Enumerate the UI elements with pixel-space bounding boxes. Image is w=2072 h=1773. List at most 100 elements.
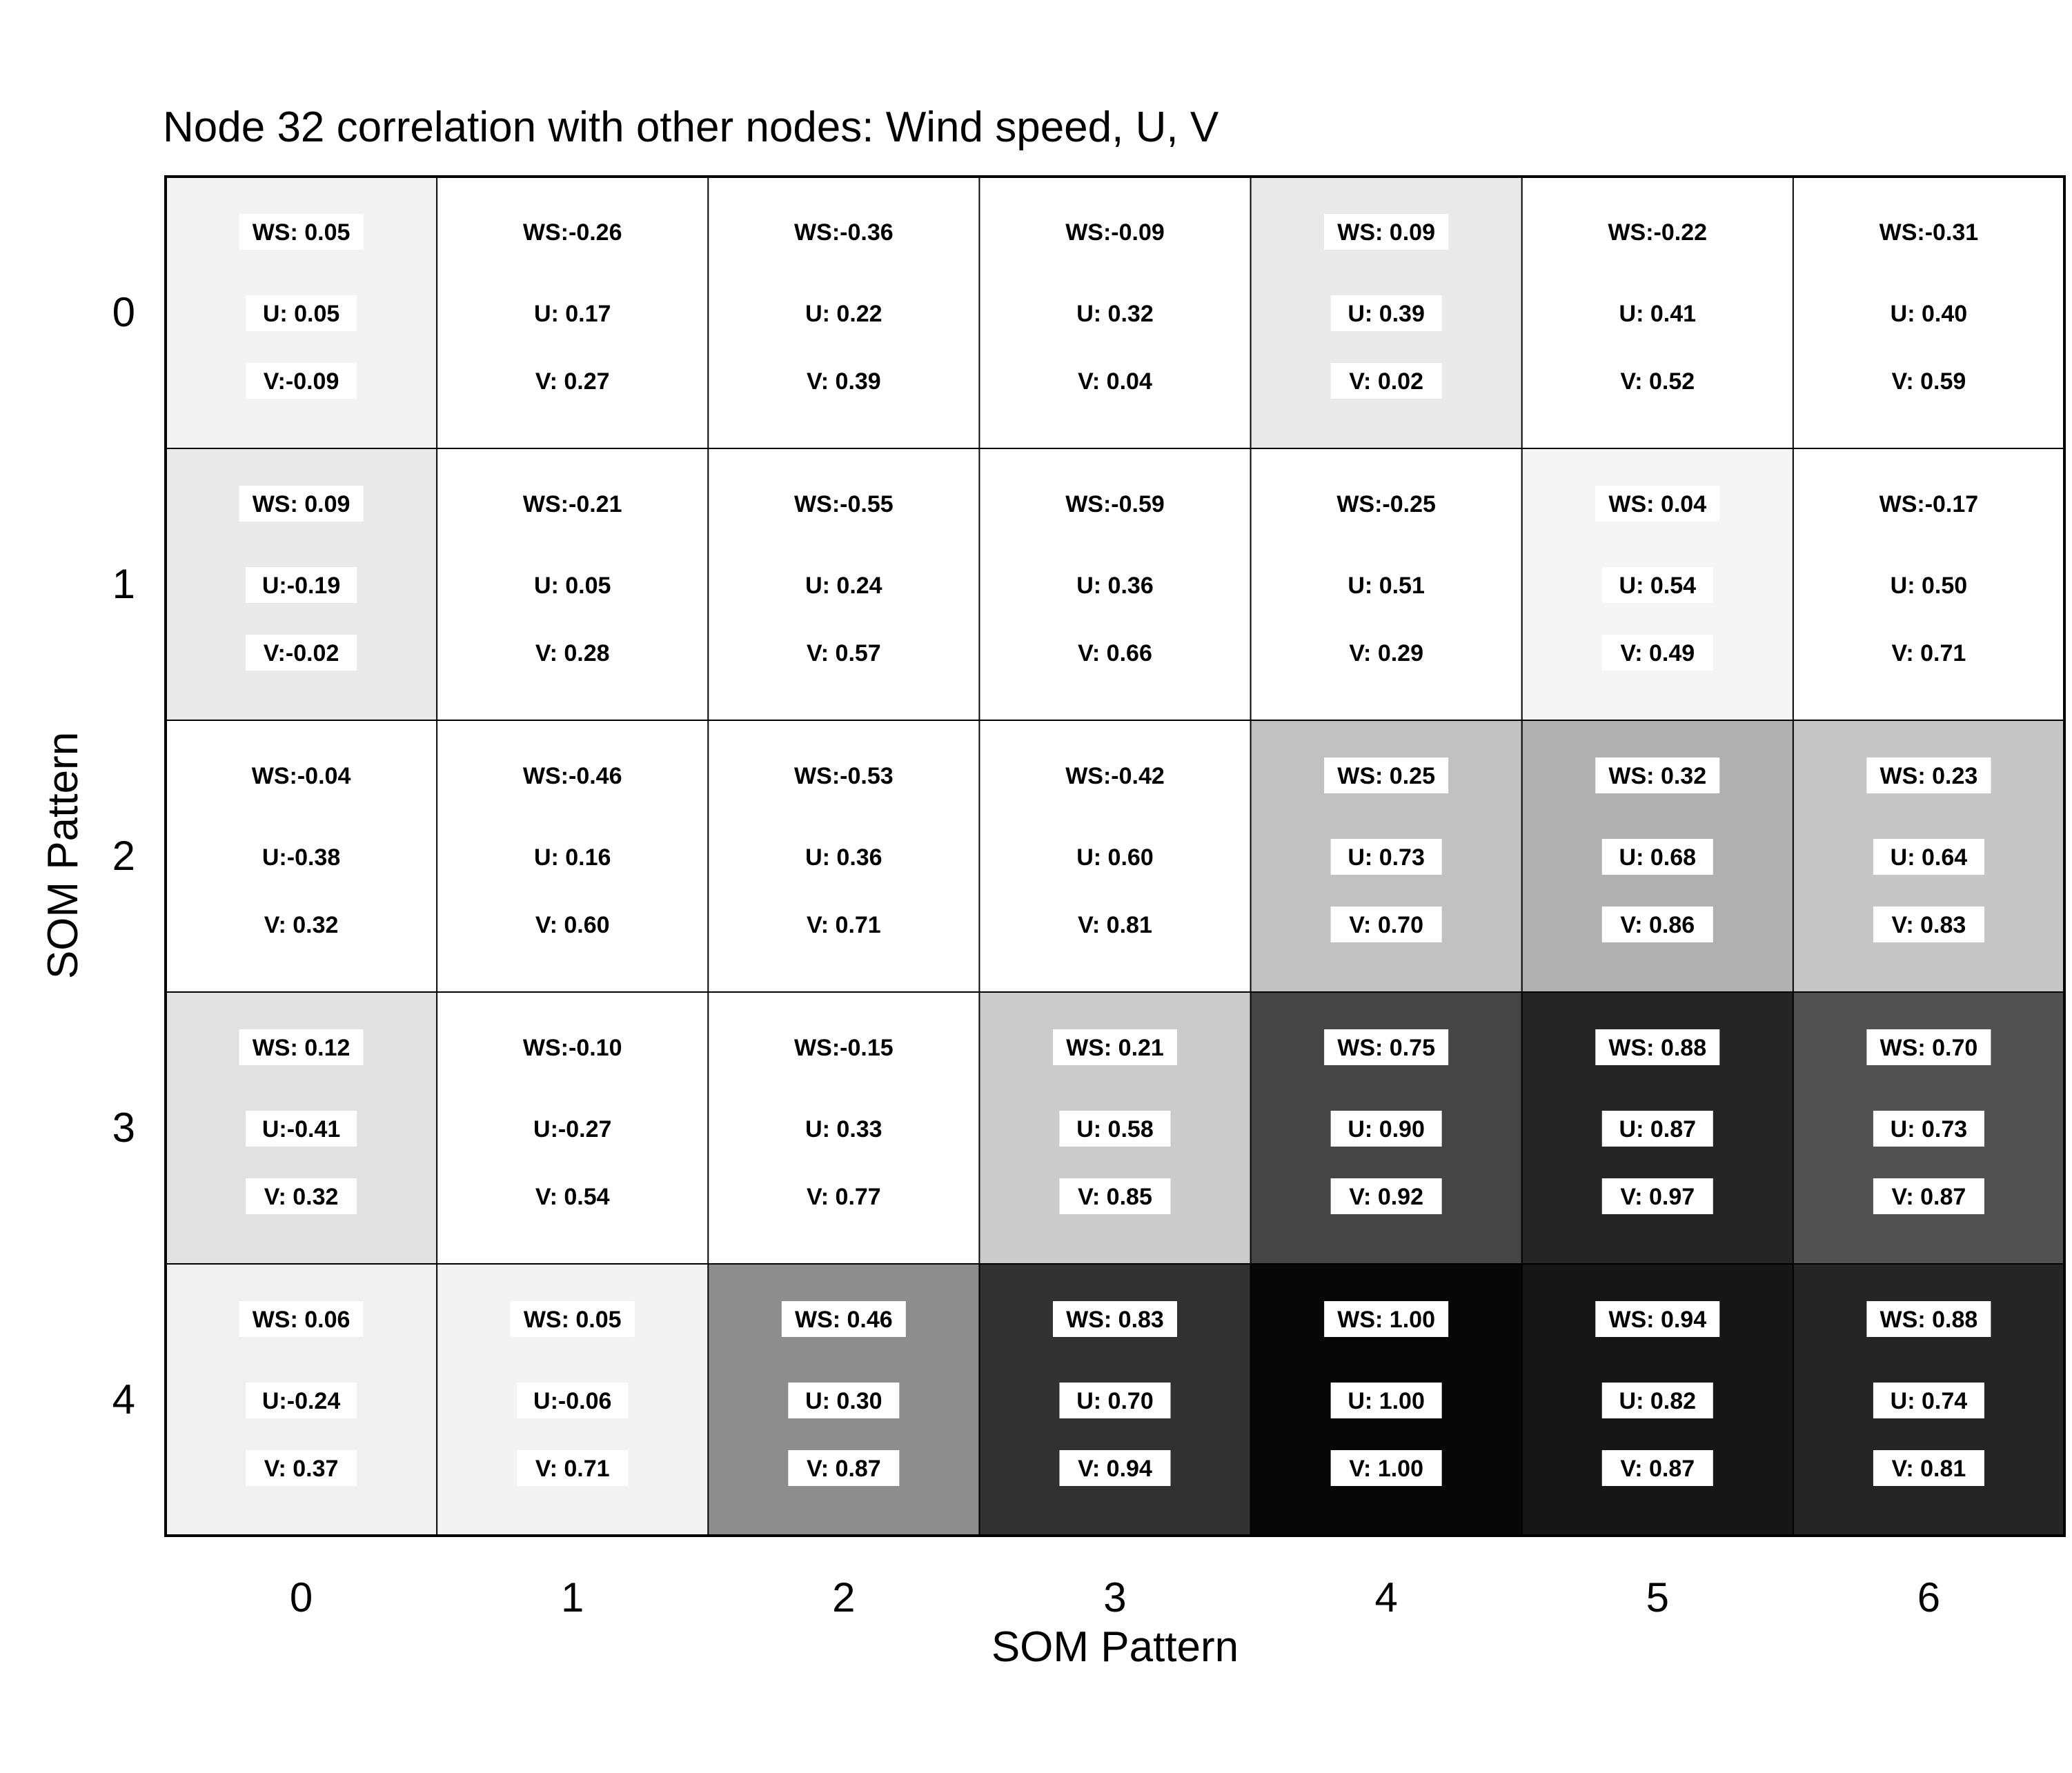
cell-label-ws-r0-c2: WS:-0.36 — [794, 219, 894, 246]
cell-label-u-r1-c2: U: 0.24 — [805, 573, 882, 599]
cell-label-u-r4-c4: U: 1.00 — [1348, 1388, 1425, 1414]
x-tick-label: 3 — [1103, 1574, 1126, 1621]
cell-label-u-r4-c2: U: 0.30 — [805, 1388, 882, 1414]
plot-frame — [164, 175, 2066, 1537]
cell-label-v-r4-c2: V: 0.87 — [807, 1456, 881, 1482]
cell-label-u-r3-c0: U:-0.41 — [262, 1116, 340, 1142]
cell-label-box-v-r3-c0 — [246, 1178, 357, 1214]
heatmap-cell-r0-c2 — [708, 177, 980, 449]
cell-label-v-r0-c3: V: 0.04 — [1078, 368, 1152, 395]
cell-label-box-v-r3-c5 — [1601, 1178, 1713, 1214]
cell-label-v-r1-c1: V: 0.28 — [535, 640, 610, 666]
cell-label-u-r2-c1: U: 0.16 — [534, 844, 611, 871]
heatmap-cell-r0-c5 — [1521, 177, 1794, 449]
cell-label-u-r3-c3: U: 0.58 — [1076, 1116, 1154, 1142]
cell-label-u-r1-c3: U: 0.36 — [1076, 573, 1154, 599]
cell-label-v-r3-c2: V: 0.77 — [807, 1184, 881, 1210]
x-tick-label: 5 — [1646, 1574, 1669, 1621]
cell-label-box-ws-r3-c4 — [1324, 1029, 1449, 1065]
cell-label-box-v-r4-c0 — [246, 1450, 357, 1486]
cell-label-ws-r1-c2: WS:-0.55 — [794, 491, 894, 517]
cell-label-box-v-r4-c3 — [1059, 1450, 1171, 1486]
cell-label-u-r3-c1: U:-0.27 — [533, 1116, 611, 1142]
cell-label-v-r4-c6: V: 0.81 — [1892, 1456, 1966, 1482]
cell-label-u-r3-c5: U: 0.87 — [1619, 1116, 1697, 1142]
cell-label-v-r1-c6: V: 0.71 — [1892, 640, 1966, 666]
cell-label-box-ws-r2-c5 — [1595, 757, 1720, 793]
cell-label-v-r1-c2: V: 0.57 — [807, 640, 881, 666]
cell-label-box-ws-r3-c3 — [1052, 1029, 1177, 1065]
cell-label-box-ws-r4-c3 — [1052, 1301, 1177, 1337]
cell-label-box-v-r0-c0 — [246, 363, 357, 399]
cell-label-box-v-r2-c6 — [1873, 907, 1984, 942]
cell-label-box-ws-r0-c4 — [1324, 214, 1449, 250]
cell-label-v-r0-c2: V: 0.39 — [807, 368, 881, 395]
cell-label-v-r0-c0: V:-0.09 — [264, 368, 339, 395]
cell-label-box-v-r4-c5 — [1601, 1450, 1713, 1486]
cell-label-v-r1-c0: V:-0.02 — [264, 640, 339, 666]
cell-label-v-r3-c1: V: 0.54 — [535, 1184, 610, 1210]
cell-label-v-r2-c4: V: 0.70 — [1349, 912, 1423, 938]
x-axis-label: SOM Pattern — [991, 1623, 1239, 1671]
cell-label-u-r2-c6: U: 0.64 — [1891, 844, 1968, 871]
cell-label-box-u-r2-c5 — [1601, 839, 1713, 875]
heatmap-cell-r0-c1 — [437, 177, 709, 449]
heatmap-cell-r2-c0 — [166, 720, 437, 993]
cell-labels: WS: 0.05 U: 0.05 V:-0.09 WS:-0.26 U: 0.17 V: … — [239, 214, 1991, 1486]
cell-label-box-ws-r1-c5 — [1595, 486, 1720, 522]
cell-label-ws-r4-c0: WS: 0.06 — [253, 1307, 351, 1333]
cell-label-box-v-r2-c4 — [1330, 907, 1442, 942]
cell-label-v-r1-c5: V: 0.49 — [1620, 640, 1695, 666]
cell-label-box-ws-r3-c0 — [239, 1029, 364, 1065]
cell-label-v-r0-c1: V: 0.27 — [535, 368, 610, 395]
cell-label-ws-r4-c3: WS: 0.83 — [1066, 1307, 1164, 1333]
cell-label-u-r2-c3: U: 0.60 — [1076, 844, 1154, 871]
cell-label-ws-r4-c6: WS: 0.88 — [1880, 1307, 1978, 1333]
cell-label-u-r2-c5: U: 0.68 — [1619, 844, 1697, 871]
cell-label-box-v-r4-c1 — [517, 1450, 629, 1486]
cell-label-box-u-r4-c3 — [1059, 1383, 1171, 1418]
cell-label-box-ws-r4-c0 — [239, 1301, 364, 1337]
cell-label-box-v-r4-c6 — [1873, 1450, 1984, 1486]
cell-label-v-r1-c4: V: 0.29 — [1349, 640, 1423, 666]
cell-label-ws-r3-c5: WS: 0.88 — [1608, 1035, 1706, 1061]
cell-label-ws-r2-c2: WS:-0.53 — [794, 763, 894, 789]
heatmap-cell-r2-c1 — [437, 720, 709, 993]
cell-label-v-r2-c3: V: 0.81 — [1078, 912, 1152, 938]
cell-label-u-r1-c0: U:-0.19 — [262, 573, 340, 599]
cell-label-box-v-r1-c0 — [246, 635, 357, 671]
cell-label-box-ws-r4-c6 — [1866, 1301, 1991, 1337]
cell-label-ws-r4-c1: WS: 0.05 — [524, 1307, 622, 1333]
heatmap-cell-r1-c1 — [437, 448, 709, 721]
cell-label-u-r3-c4: U: 0.90 — [1348, 1116, 1425, 1142]
cell-label-v-r2-c6: V: 0.83 — [1892, 912, 1966, 938]
cell-label-u-r2-c2: U: 0.36 — [805, 844, 882, 871]
cell-label-u-r4-c6: U: 0.74 — [1891, 1388, 1968, 1414]
cell-label-box-v-r4-c4 — [1330, 1450, 1442, 1486]
cell-label-ws-r4-c5: WS: 0.94 — [1608, 1307, 1706, 1333]
cell-label-box-u-r4-c1 — [517, 1383, 629, 1418]
cell-label-ws-r0-c3: WS:-0.09 — [1065, 219, 1165, 246]
cell-label-box-ws-r2-c4 — [1324, 757, 1449, 793]
cell-label-box-v-r0-c4 — [1330, 363, 1442, 399]
cell-label-ws-r4-c2: WS: 0.46 — [795, 1307, 893, 1333]
cell-label-u-r1-c1: U: 0.05 — [534, 573, 611, 599]
cell-label-ws-r2-c5: WS: 0.32 — [1608, 763, 1706, 789]
x-tick-label: 4 — [1374, 1574, 1397, 1621]
heatmap-cell-r0-c3 — [979, 177, 1252, 449]
cell-label-box-u-r4-c5 — [1601, 1383, 1713, 1418]
cell-label-box-u-r2-c6 — [1873, 839, 1984, 875]
cell-label-box-u-r3-c4 — [1330, 1111, 1442, 1147]
cell-label-box-v-r3-c6 — [1873, 1178, 1984, 1214]
cell-label-box-u-r4-c4 — [1330, 1383, 1442, 1418]
x-tick-label: 0 — [290, 1574, 313, 1621]
cell-label-ws-r3-c2: WS:-0.15 — [794, 1035, 894, 1061]
cell-label-v-r2-c0: V: 0.32 — [264, 912, 339, 938]
x-tick-label: 2 — [832, 1574, 855, 1621]
cell-label-ws-r2-c1: WS:-0.46 — [523, 763, 622, 789]
cell-label-u-r0-c4: U: 0.39 — [1348, 301, 1425, 327]
cell-label-box-u-r3-c0 — [246, 1111, 357, 1147]
cell-label-v-r2-c1: V: 0.60 — [535, 912, 610, 938]
cell-label-u-r1-c5: U: 0.54 — [1619, 573, 1697, 599]
